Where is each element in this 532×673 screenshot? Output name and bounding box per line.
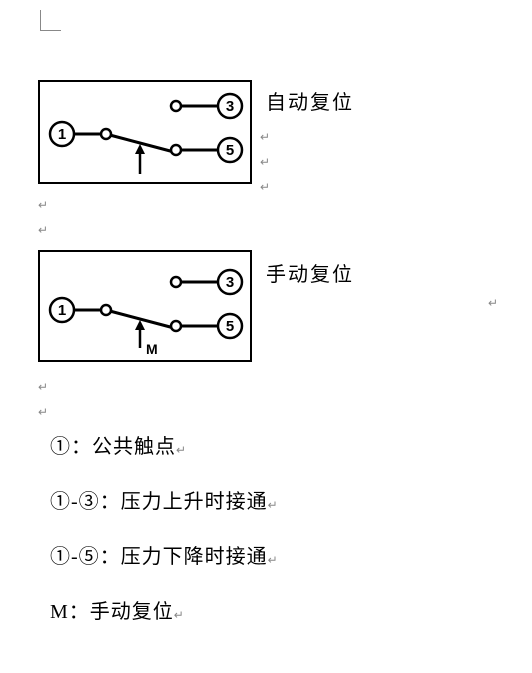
terminal [101,129,111,139]
return-mark-icon: ↵ [38,405,48,420]
return-mark-icon: ↵ [260,130,270,145]
diagram-manual-svg: 1 3 5 M [40,252,250,360]
svg-text:M: M [146,341,158,357]
return-mark-icon: ↵ [38,380,48,395]
svg-text:3: 3 [226,274,234,291]
return-mark-icon: ↵ [268,498,279,513]
legend-line-3: ①-⑤：压力下降时接通↵ [50,540,279,569]
return-mark-icon: ↵ [260,180,270,195]
return-mark-icon: ↵ [488,296,498,311]
return-mark-icon: ↵ [174,608,185,623]
label-auto-reset: 自动复位 [266,86,354,115]
svg-text:1: 1 [58,302,66,319]
node-5: 5 [218,138,242,162]
terminal [171,277,181,287]
return-mark-icon: ↵ [38,223,48,238]
terminal [171,101,181,111]
svg-text:1: 1 [58,126,66,143]
legend-line-4: M：手动复位↵ [50,595,185,624]
actuator-arrow [135,144,145,174]
label-manual-reset: 手动复位 [266,258,354,287]
diagram-auto-svg: 1 3 5 [40,82,250,182]
legend-text: ①-⑤：压力下降时接通 [50,546,268,568]
legend-text: ①：公共触点 [50,436,176,458]
legend-text: ①-③：压力上升时接通 [50,491,268,513]
legend-line-1: ①：公共触点↵ [50,430,187,459]
legend-line-2: ①-③：压力上升时接通↵ [50,485,279,514]
crop-mark [40,10,61,31]
return-mark-icon: ↵ [268,553,279,568]
actuator-arrow-manual: M [135,320,158,357]
terminal [171,145,181,155]
terminal [171,321,181,331]
node-3: 3 [218,270,242,294]
diagram-manual-reset: 1 3 5 M [38,250,252,362]
legend-text: M：手动复位 [50,601,174,623]
return-mark-icon: ↵ [260,155,270,170]
diagram-auto-reset: 1 3 5 [38,80,252,184]
return-mark-icon: ↵ [176,443,187,458]
node-3: 3 [218,94,242,118]
node-1: 1 [50,122,74,146]
svg-text:3: 3 [226,98,234,115]
terminal [101,305,111,315]
svg-text:5: 5 [226,142,234,159]
svg-text:5: 5 [226,318,234,335]
node-1: 1 [50,298,74,322]
return-mark-icon: ↵ [38,198,48,213]
node-5: 5 [218,314,242,338]
